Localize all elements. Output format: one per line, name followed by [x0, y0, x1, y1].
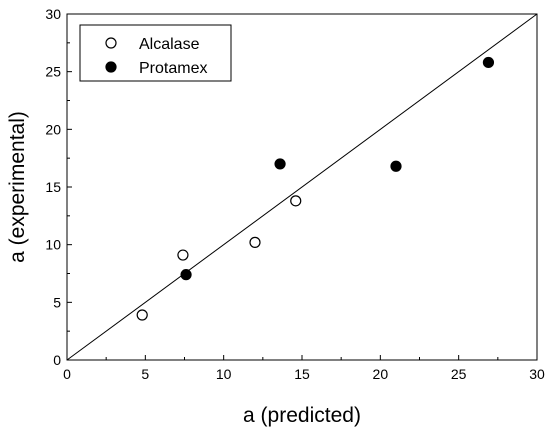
data-point-protamex — [390, 160, 402, 172]
legend-label-protamex: Protamex — [139, 60, 207, 77]
y-tick-label: 0 — [53, 352, 61, 368]
y-tick-label: 5 — [53, 294, 61, 310]
legend-box — [79, 24, 232, 82]
tick-labels: 0 5 10 15 20 25 30 0 5 10 15 20 25 30 — [45, 6, 545, 382]
data-point-protamex — [274, 158, 286, 170]
x-tick-label: 5 — [141, 366, 149, 382]
reference-line-group — [66, 13, 538, 361]
data-point-alcalase — [290, 195, 302, 207]
data-point-alcalase — [136, 309, 148, 321]
legend-label-alcalase: Alcalase — [139, 36, 200, 53]
y-tick-label: 20 — [45, 121, 61, 137]
data-point-protamex — [482, 56, 495, 69]
y-tick-label: 10 — [45, 237, 61, 253]
legend: Alcalase Protamex — [79, 24, 232, 82]
data-point-alcalase — [177, 249, 189, 261]
x-tick-label: 0 — [63, 366, 71, 382]
y-tick-label: 25 — [45, 64, 61, 80]
data-point-alcalase — [249, 236, 261, 248]
legend-marker-alcalase — [105, 37, 117, 49]
x-tick-label: 15 — [294, 366, 310, 382]
data-points — [136, 56, 495, 321]
data-point-protamex — [180, 269, 192, 281]
x-tick-label: 20 — [373, 366, 389, 382]
x-tick-label: 25 — [451, 366, 467, 382]
x-axis-title: a (predicted) — [243, 404, 361, 427]
x-tick-label: 30 — [529, 366, 545, 382]
legend-marker-protamex — [105, 61, 117, 73]
reference-line — [66, 13, 538, 361]
x-tick-label: 10 — [216, 366, 232, 382]
y-tick-label: 30 — [45, 6, 61, 22]
y-tick-label: 15 — [45, 179, 61, 195]
y-axis-title: a (experimental) — [6, 111, 29, 263]
